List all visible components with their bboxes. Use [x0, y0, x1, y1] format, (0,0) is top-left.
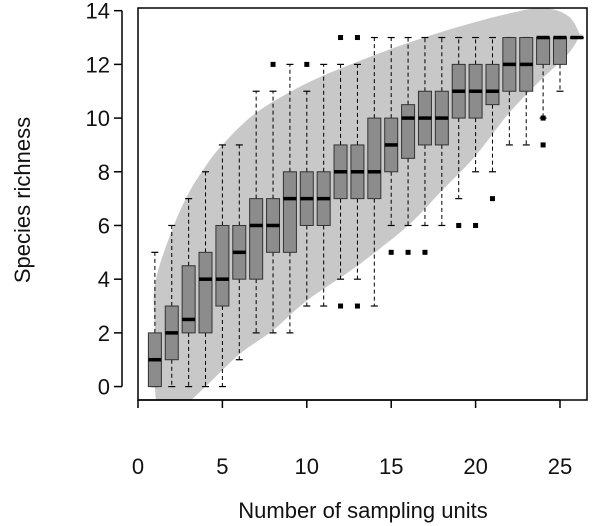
- outlier-point: [456, 222, 462, 228]
- outlier-point: [489, 196, 495, 202]
- boxplot-3: [181, 198, 196, 388]
- box-iqr: [367, 117, 382, 200]
- boxplot-10: [299, 61, 314, 307]
- x-axis: 0 5 10 15 20 25: [132, 399, 572, 479]
- boxplot-22: [502, 36, 517, 146]
- boxplot-26: [569, 35, 584, 40]
- boxplot-5: [215, 144, 230, 388]
- boxplot-25: [552, 35, 567, 92]
- box-iqr: [282, 171, 297, 253]
- x-tick-label: 10: [295, 454, 319, 479]
- outlier-point: [304, 61, 310, 67]
- boxplot-23: [519, 36, 534, 146]
- x-tick-label: 5: [216, 454, 228, 479]
- boxplot-9: [282, 63, 297, 334]
- boxplot-15: [384, 36, 399, 255]
- boxplot-20: [468, 36, 483, 228]
- x-tick-label: 20: [463, 454, 487, 479]
- box-iqr: [198, 251, 213, 334]
- boxplot-7: [249, 90, 264, 334]
- boxplot-12: [333, 35, 348, 309]
- boxplot-14: [367, 36, 382, 307]
- boxplot-4: [198, 171, 213, 388]
- boxplot-6: [232, 144, 247, 361]
- y-axis-title: Species richness: [10, 117, 35, 283]
- y-tick-label: 12: [86, 52, 110, 77]
- boxplot-11: [316, 63, 331, 307]
- boxplot-18: [434, 36, 449, 227]
- boxplots: [147, 35, 584, 388]
- box-iqr: [215, 224, 230, 307]
- box-iqr: [485, 63, 500, 106]
- box-iqr: [249, 198, 264, 280]
- y-tick-label: 14: [86, 0, 110, 24]
- box-iqr: [181, 265, 196, 334]
- boxplot-21: [485, 36, 500, 202]
- boxplot-13: [350, 35, 365, 309]
- boxplot-17: [417, 36, 432, 255]
- y-tick-label: 4: [98, 267, 110, 292]
- y-tick-label: 0: [98, 375, 110, 400]
- box-iqr: [536, 37, 551, 65]
- boxplot-16: [401, 36, 416, 255]
- x-tick-label: 15: [379, 454, 403, 479]
- box-iqr: [552, 37, 567, 65]
- boxplot-2: [164, 224, 179, 388]
- x-axis-title: Number of sampling units: [238, 498, 487, 523]
- outlier-point: [405, 249, 411, 255]
- outlier-point: [540, 115, 546, 121]
- outlier-point: [354, 35, 360, 41]
- outlier-point: [422, 249, 428, 255]
- confidence-envelope: [153, 8, 582, 400]
- x-tick-label: 0: [132, 454, 144, 479]
- boxplot-24: [536, 35, 551, 148]
- x-tick-label: 25: [548, 454, 572, 479]
- outlier-point: [473, 222, 479, 228]
- outlier-point: [354, 303, 360, 309]
- boxplot-19: [451, 36, 466, 228]
- y-tick-label: 2: [98, 321, 110, 346]
- y-tick-label: 8: [98, 160, 110, 185]
- outlier-point: [338, 303, 344, 309]
- outlier-point: [338, 35, 344, 41]
- y-axis: 0 2 4 6 8 10 12 14: [86, 0, 123, 400]
- outlier-point: [540, 142, 546, 148]
- box-iqr: [401, 104, 416, 159]
- boxplot-8: [266, 61, 281, 334]
- y-tick-label: 10: [86, 106, 110, 131]
- boxplot-1: [147, 251, 162, 388]
- outlier-point: [388, 249, 394, 255]
- outlier-point: [270, 61, 276, 67]
- y-tick-label: 6: [98, 213, 110, 238]
